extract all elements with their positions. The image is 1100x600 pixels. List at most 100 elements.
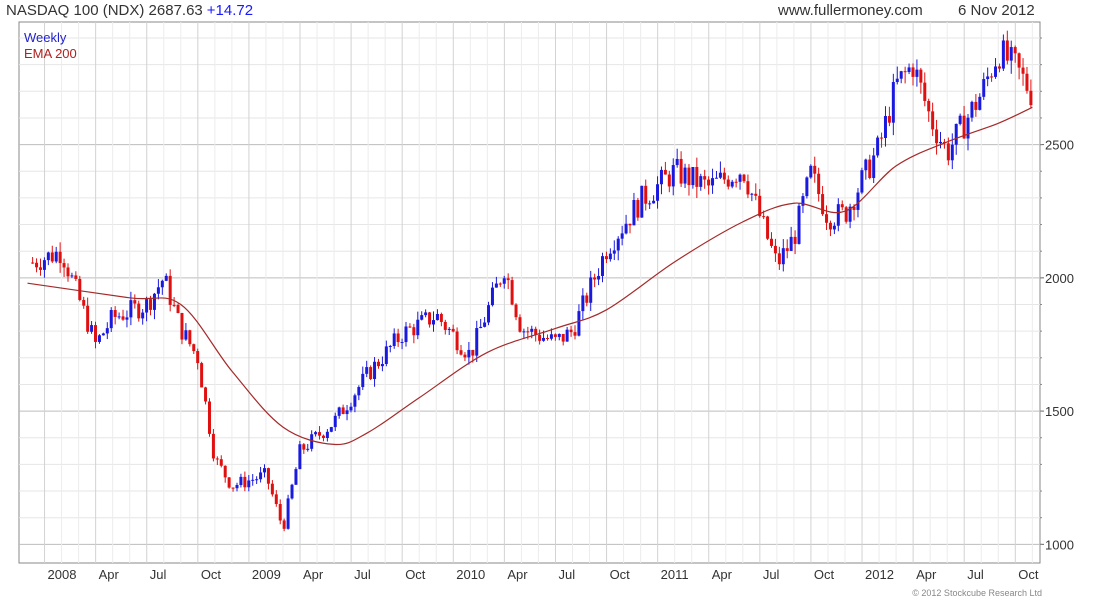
weekly-bar	[718, 172, 722, 178]
weekly-bar	[628, 223, 632, 226]
weekly-bar	[817, 173, 821, 195]
x-tick-label: 2012	[865, 567, 894, 582]
weekly-bar	[188, 330, 192, 345]
weekly-bar	[274, 494, 278, 505]
weekly-bar	[652, 200, 656, 204]
price-change: +14.72	[206, 2, 254, 19]
weekly-bar	[526, 331, 530, 333]
weekly-bar	[781, 248, 785, 265]
weekly-bar	[722, 172, 726, 180]
weekly-bar	[325, 431, 329, 438]
weekly-bar	[50, 252, 54, 262]
weekly-bar	[687, 167, 691, 186]
weekly-bar	[805, 177, 809, 197]
weekly-bar	[1025, 73, 1029, 91]
weekly-bar	[58, 251, 62, 264]
weekly-bar	[164, 275, 168, 281]
weekly-bar	[479, 326, 483, 329]
weekly-bar	[278, 504, 282, 521]
weekly-bar	[561, 333, 565, 342]
x-tick-label: Oct	[814, 567, 835, 582]
weekly-bar	[388, 346, 392, 348]
weekly-bar	[990, 76, 994, 78]
weekly-bar	[416, 319, 420, 336]
weekly-bar	[903, 71, 907, 73]
ema-200-line	[27, 106, 1033, 446]
weekly-bar	[66, 267, 70, 277]
weekly-bar	[880, 137, 884, 139]
weekly-bar	[612, 250, 616, 254]
weekly-bar	[353, 395, 357, 407]
weekly-bar	[196, 351, 200, 364]
x-tick-label: Jul	[558, 567, 575, 582]
weekly-bar	[821, 194, 825, 215]
weekly-bar	[840, 204, 844, 208]
weekly-bar	[211, 433, 215, 459]
weekly-bar	[365, 367, 369, 374]
weekly-bar	[424, 312, 428, 316]
weekly-bar	[887, 116, 891, 123]
weekly-bar	[754, 193, 758, 196]
weekly-bar	[604, 256, 608, 260]
weekly-bar	[125, 317, 129, 320]
weekly-bar	[636, 199, 640, 218]
weekly-bar	[168, 275, 172, 305]
weekly-bar	[314, 432, 318, 435]
x-tick-label: Oct	[610, 567, 631, 582]
weekly-bar	[290, 484, 294, 499]
weekly-bar	[522, 331, 526, 333]
weekly-bar	[542, 337, 546, 341]
weekly-bar	[490, 287, 494, 306]
weekly-bar	[345, 410, 349, 415]
weekly-bar	[707, 179, 711, 186]
weekly-bar	[891, 82, 895, 123]
weekly-bar	[974, 101, 978, 110]
weekly-bar	[487, 305, 491, 323]
weekly-bar	[259, 472, 263, 480]
weekly-bar	[809, 165, 813, 178]
weekly-bar	[172, 304, 176, 306]
weekly-bar	[695, 167, 699, 187]
weekly-bar	[133, 300, 137, 304]
weekly-bar	[82, 299, 86, 306]
x-tick-label: 2008	[48, 567, 77, 582]
weekly-bar	[573, 332, 577, 336]
weekly-bar	[585, 295, 589, 303]
weekly-bar	[235, 485, 239, 489]
weekly-bar	[204, 387, 208, 402]
chart-title: NASDAQ 100 (NDX) 2687.63 +14.72	[6, 2, 253, 19]
weekly-bar	[1029, 90, 1033, 106]
weekly-bar	[384, 346, 388, 364]
x-tick-label: Oct	[201, 567, 222, 582]
weekly-bar	[714, 177, 718, 179]
weekly-bar	[321, 435, 325, 438]
y-tick-label: 2000	[1045, 271, 1074, 286]
x-tick-label: 2011	[661, 567, 689, 582]
weekly-bar	[451, 328, 455, 332]
weekly-bar	[931, 111, 935, 130]
weekly-bar	[616, 238, 620, 251]
weekly-bar	[408, 326, 412, 328]
weekly-bar	[121, 316, 125, 320]
weekly-bar	[255, 479, 259, 481]
weekly-bar	[1021, 67, 1025, 74]
legend-ema: EMA 200	[24, 46, 77, 61]
x-tick-label: Jul	[967, 567, 984, 582]
weekly-bar	[836, 204, 840, 226]
weekly-bar	[247, 480, 251, 488]
x-tick-label: Oct	[1018, 567, 1039, 582]
weekly-bar	[785, 248, 789, 251]
y-tick-label: 1000	[1045, 537, 1074, 552]
weekly-bar	[357, 387, 361, 396]
x-tick-label: Apr	[99, 567, 120, 582]
weekly-bar	[467, 349, 471, 358]
weekly-bar	[404, 326, 408, 343]
weekly-bar	[711, 178, 715, 186]
weekly-bar	[738, 174, 742, 182]
weekly-bar	[683, 167, 687, 184]
weekly-bar	[679, 158, 683, 184]
weekly-bar	[545, 337, 549, 339]
weekly-bar	[329, 427, 333, 432]
weekly-bar	[565, 329, 569, 342]
weekly-bar	[463, 354, 467, 358]
